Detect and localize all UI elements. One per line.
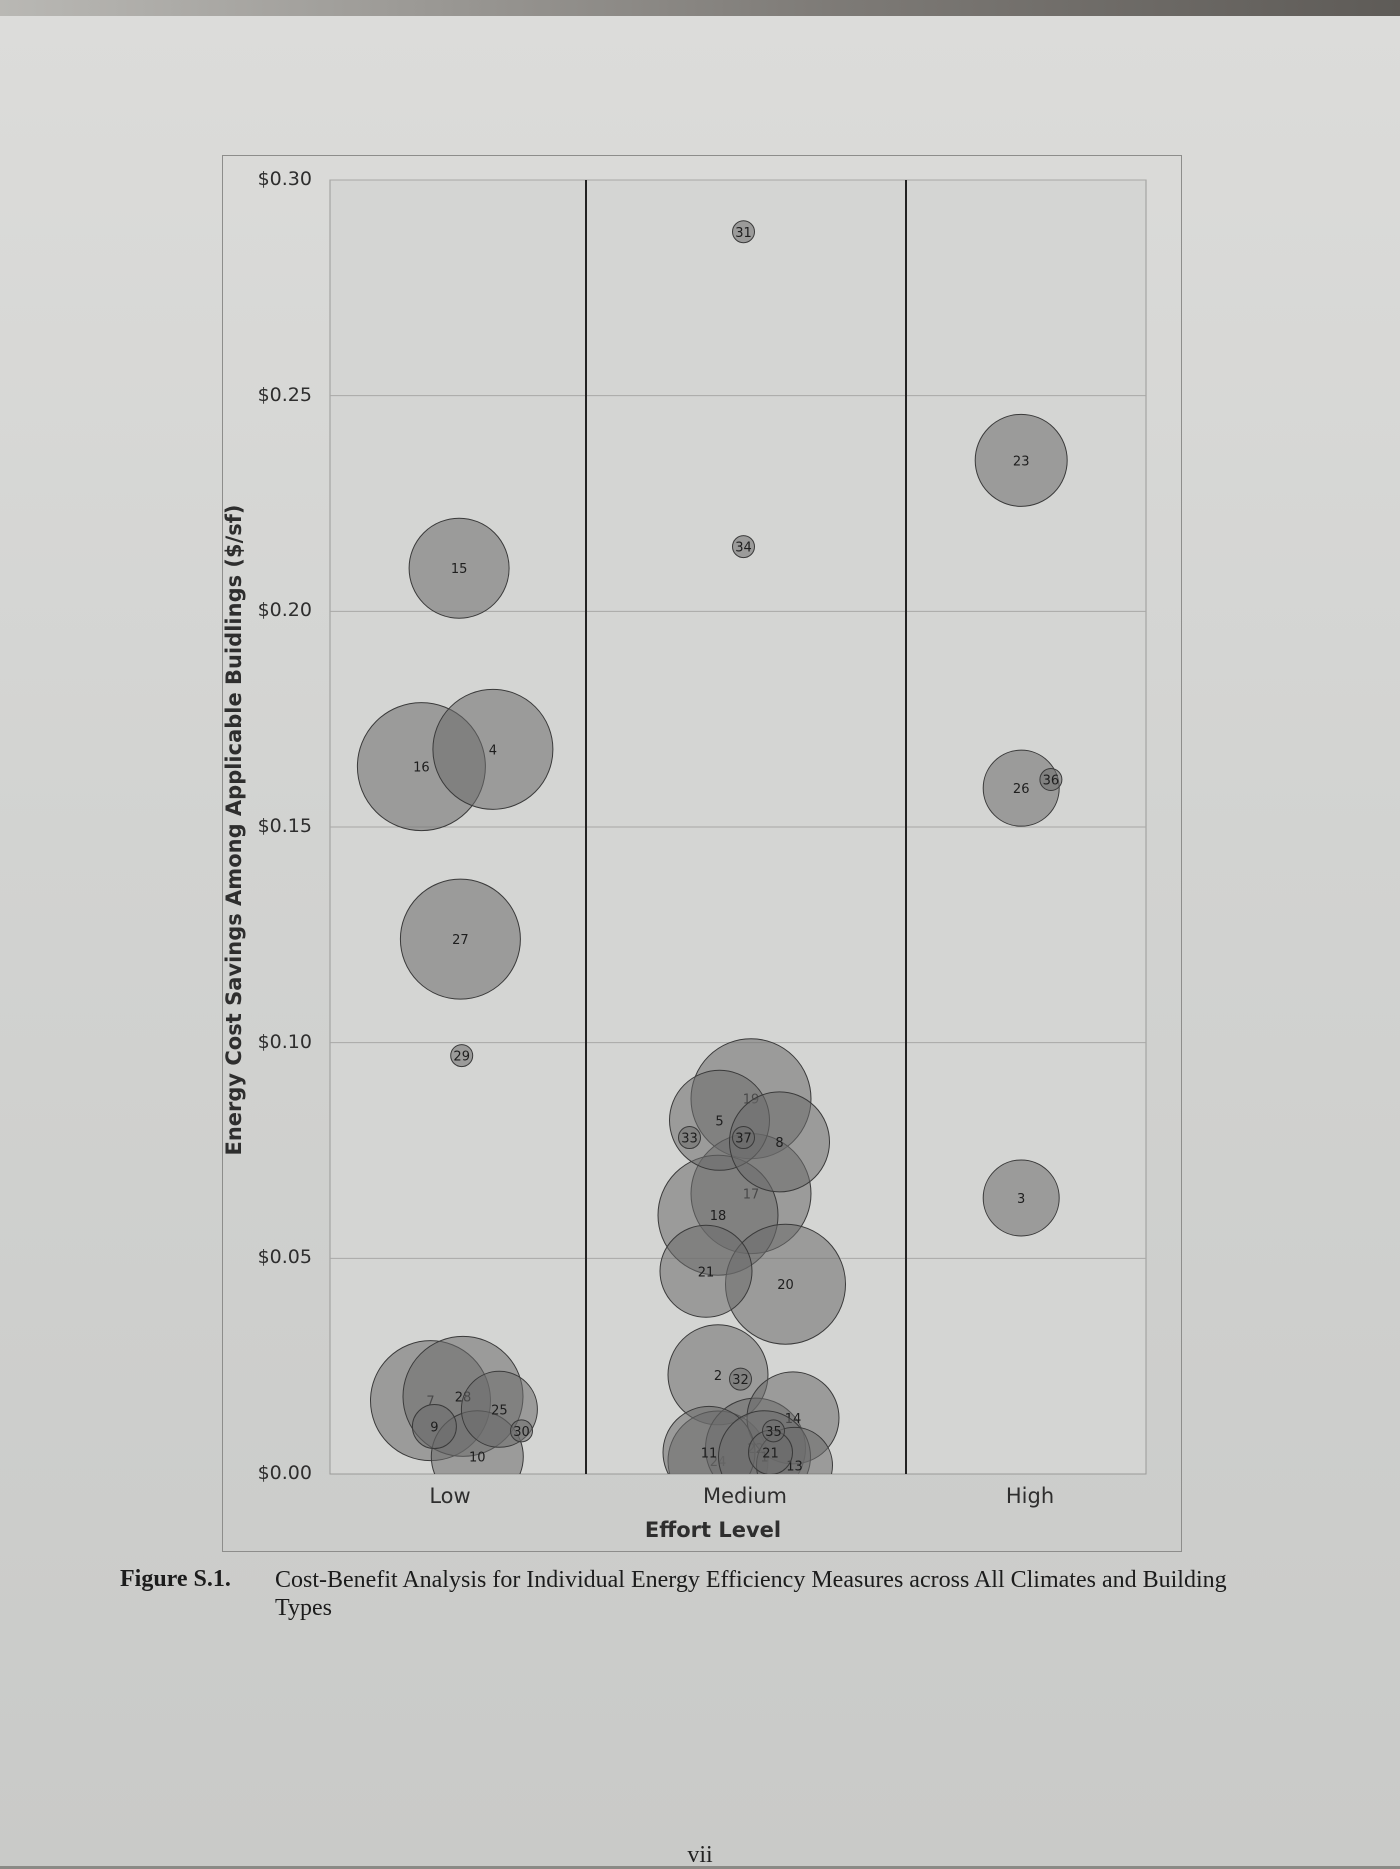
bubble-measure-31 [732,220,755,244]
bubble-measure-29 [450,1044,474,1068]
bubble-measure-15 [408,517,510,619]
bubble-label: 4 [489,743,497,758]
bubble-measure-8 [729,1091,830,1193]
y-tick-label: $0.10 [257,1030,312,1053]
y-tick-label: $0.00 [257,1462,312,1484]
bubble-label: 34 [735,541,752,556]
page-top-shadow [0,0,1400,16]
caption-label: Figure S.1. [120,1566,231,1592]
y-tick-label: $0.30 [257,168,312,190]
bubble-label: 20 [777,1278,794,1293]
y-axis-title: Energy Cost Savings Among Applicable Bui… [222,504,246,1156]
bubble-label: 31 [735,226,752,241]
bubble-measure-30 [510,1419,533,1443]
bubble-label: 27 [452,933,469,948]
bubble-label: 33 [681,1132,698,1147]
bubble-layer: 1642772819171820155822422102114111232513… [356,220,1068,1474]
bubble-label: 21 [762,1446,779,1461]
bubble-label: 15 [451,562,468,577]
caption-text: Cost-Benefit Analysis for Individual Ene… [275,1567,1227,1621]
page-number: vii [687,1842,713,1868]
bubble-label: 3 [1017,1192,1025,1207]
bubble-label: 9 [430,1421,438,1436]
x-category-label: Medium [703,1484,787,1508]
x-category-label: High [1005,1484,1055,1508]
y-tick-label: $0.20 [257,599,312,622]
bubble-measure-21 [659,1224,753,1318]
bubble-label: 16 [413,761,430,776]
y-tick-label: $0.25 [257,383,312,406]
bubble-label: 32 [732,1373,749,1388]
bubble-measure-26 [982,749,1060,827]
bubble-label: 26 [1013,782,1030,797]
bubble-label: 13 [786,1459,803,1474]
bubble-label: 21 [698,1265,715,1280]
bubble-label: 23 [1013,454,1030,469]
y-tick-label: $0.05 [257,1246,312,1269]
bubble-label: 10 [469,1451,486,1466]
bubble-measure-23 [974,413,1068,507]
bubble-label: 37 [735,1132,752,1147]
bubble-label: 35 [765,1425,782,1440]
bubble-label: 2 [714,1369,722,1384]
bubble-measure-33 [678,1126,701,1150]
bubble-label: 30 [513,1425,530,1440]
bubble-label: 29 [453,1050,470,1065]
bubble-measure-37 [732,1126,755,1150]
bubble-measure-27 [399,878,521,1000]
bubble-measure-32 [729,1367,752,1391]
bubble-label: 8 [775,1136,783,1151]
bubble-label: 5 [715,1114,723,1129]
bubble-label: 25 [491,1403,508,1418]
bubble-measure-35 [762,1419,785,1443]
bubble-measure-34 [732,535,755,559]
x-category-label: Low [429,1484,471,1508]
x-axis-title: Effort Level [644,1518,782,1542]
chart-frame [222,155,1182,1552]
bubble-measure-4 [432,688,554,810]
bubble-label: 18 [710,1209,727,1224]
bubble-label: 36 [1043,774,1060,789]
y-tick-label: $0.15 [257,815,312,837]
bubble-label: 11 [701,1446,718,1461]
bubble-measure-3 [982,1159,1060,1237]
bubble-measure-9 [411,1404,457,1450]
bubble-measure-36 [1039,768,1063,792]
